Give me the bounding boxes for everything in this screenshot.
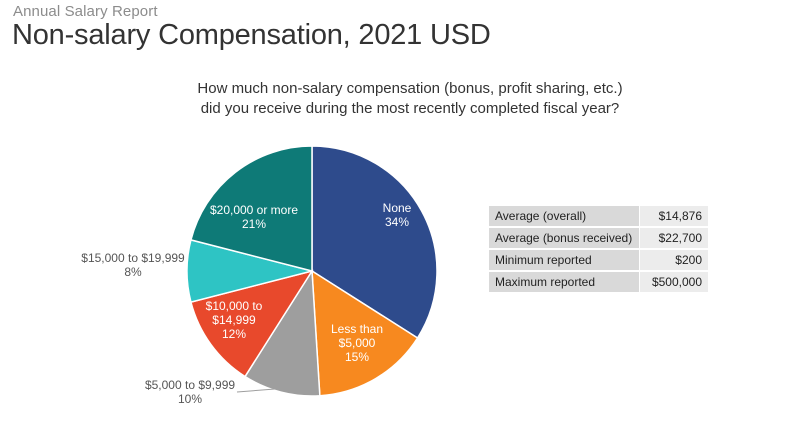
- stats-value: $22,700: [640, 228, 709, 248]
- slice-category-label: $20,000 or more: [210, 203, 298, 217]
- pie-slice: [311, 269, 419, 397]
- stats-row: Average (bonus received) $22,700: [489, 228, 709, 248]
- leader-line: [236, 387, 289, 393]
- pie-slice: [243, 268, 321, 397]
- chart-question-line-1: How much non-salary compensation (bonus,…: [197, 80, 623, 97]
- pie-slice: [190, 269, 314, 378]
- report-kicker: Annual Salary Report: [13, 3, 158, 20]
- slice-category-label: $14,999: [212, 313, 256, 327]
- slice-percent-label: 12%: [222, 327, 246, 341]
- stats-row: Minimum reported $200: [489, 250, 709, 270]
- stats-row: Average (overall) $14,876: [489, 206, 709, 226]
- slice-category-label: None: [383, 201, 412, 215]
- slice-percent-label: 21%: [242, 217, 266, 231]
- stats-label: Average (bonus received): [489, 228, 640, 248]
- slice-percent-label: 8%: [124, 265, 142, 279]
- stats-label: Maximum reported: [489, 272, 640, 292]
- stats-row: Maximum reported $500,000: [489, 272, 709, 292]
- stats-value: $14,876: [640, 206, 709, 226]
- slice-category-label: $5,000: [339, 336, 376, 350]
- slice-percent-label: 15%: [345, 350, 369, 364]
- slice-category-label: Less than: [331, 322, 383, 336]
- stats-label: Minimum reported: [489, 250, 640, 270]
- slice-category-label: $15,000 to $19,999: [81, 251, 185, 265]
- stats-table: Average (overall) $14,876 Average (bonus…: [489, 204, 709, 294]
- slice-category-label: $10,000 to: [206, 299, 263, 313]
- page-title: Non-salary Compensation, 2021 USD: [12, 19, 491, 51]
- stats-value: $200: [640, 250, 709, 270]
- stats-label: Average (overall): [489, 206, 640, 226]
- stats-value: $500,000: [640, 272, 709, 292]
- pie-slice: [190, 145, 313, 272]
- slice-category-label: $5,000 to $9,999: [145, 378, 235, 392]
- slice-percent-label: 10%: [178, 392, 202, 406]
- chart-question-line-2: did you receive during the most recently…: [200, 100, 620, 117]
- slice-percent-label: 34%: [385, 215, 409, 229]
